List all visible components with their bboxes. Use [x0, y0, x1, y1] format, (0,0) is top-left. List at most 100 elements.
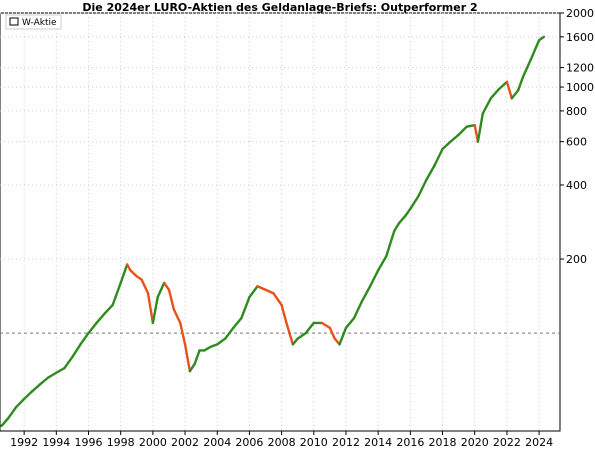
series-segment	[256, 285, 267, 291]
series-segment	[489, 88, 501, 100]
series-segment	[417, 178, 428, 198]
series-segment	[71, 343, 82, 359]
y-tick-label: 1200	[566, 62, 594, 75]
series-segment	[441, 140, 452, 151]
series-segment	[385, 229, 396, 258]
x-tick-label: 2004	[203, 436, 231, 449]
y-tick-labels: 2000 1600 1200 1000 800 600 400 200	[566, 7, 594, 266]
plot-area	[0, 12, 561, 432]
series-segment	[151, 295, 159, 325]
grid-lines	[0, 12, 564, 435]
series-segment	[193, 349, 201, 366]
x-tick-label: 2020	[461, 436, 489, 449]
series-group	[0, 35, 546, 427]
series-segment	[264, 288, 275, 295]
series-segment	[510, 89, 520, 100]
series-segment	[537, 35, 546, 42]
series-segment	[232, 316, 243, 330]
series-segment	[79, 331, 90, 346]
x-tick-label: 1992	[10, 436, 38, 449]
series-segment	[55, 366, 66, 374]
series-segment	[162, 281, 171, 291]
x-tick-label: 1994	[42, 436, 70, 449]
series-segment	[320, 321, 332, 330]
series-segment	[404, 207, 412, 217]
series-segment	[87, 321, 98, 335]
x-tick-label: 2002	[171, 436, 199, 449]
x-tick-label: 2022	[493, 436, 521, 449]
x-tick-label: 2014	[364, 436, 392, 449]
series-segment	[296, 331, 307, 340]
series-segment	[103, 303, 114, 315]
legend: W-Aktie	[5, 14, 62, 30]
series-segment	[95, 312, 106, 325]
series-segment	[183, 343, 192, 373]
x-tick-label: 1996	[75, 436, 103, 449]
series-segment	[291, 337, 299, 346]
series-segment	[497, 80, 509, 91]
series-segment	[22, 390, 34, 401]
series-segment	[516, 75, 525, 92]
series-segment	[409, 195, 420, 211]
series-segment	[119, 263, 129, 285]
series-segment	[338, 326, 348, 346]
x-tick-label: 2012	[332, 436, 360, 449]
y-tick-label: 400	[566, 179, 587, 192]
series-segment	[376, 255, 388, 272]
y-tick-label: 2000	[566, 7, 594, 20]
x-tick-label: 2000	[139, 436, 167, 449]
series-segment	[433, 147, 444, 167]
legend-box	[5, 14, 62, 30]
series-segment	[216, 337, 227, 346]
series-segment	[465, 123, 476, 128]
series-segment	[529, 39, 541, 61]
series-segment	[140, 278, 150, 295]
series-segment	[129, 269, 138, 278]
legend-label: W-Aktie	[22, 18, 57, 28]
series-segment	[146, 292, 155, 325]
x-tick-label: 2008	[268, 436, 296, 449]
series-segment	[6, 405, 18, 420]
series-segment	[63, 355, 74, 370]
y-tick-label: 1600	[566, 31, 594, 44]
series-segment	[393, 221, 401, 233]
series-segment	[240, 295, 251, 320]
series-segment	[285, 321, 295, 346]
series-segment	[397, 214, 407, 225]
y-tick-label: 800	[566, 105, 587, 118]
y-tick-label: 1000	[566, 81, 594, 94]
x-tick-label: 1998	[107, 436, 135, 449]
series-segment	[167, 288, 175, 311]
series-segment	[280, 303, 288, 325]
series-segment	[188, 362, 196, 373]
series-segment	[14, 397, 26, 409]
series-segment	[521, 57, 533, 79]
series-segment	[360, 285, 372, 303]
chart-title: Die 2024er LURO-Aktien des Geldanlage-Br…	[82, 1, 478, 14]
series-segment	[0, 417, 10, 427]
series-segment	[344, 316, 356, 330]
series-segment	[179, 321, 187, 346]
series-segment	[30, 382, 42, 393]
series-segment	[425, 164, 436, 181]
series-segment	[481, 97, 493, 115]
series-segment	[476, 112, 484, 143]
series-segment	[272, 292, 283, 307]
x-tick-label: 2016	[396, 436, 424, 449]
series-segment	[224, 326, 235, 340]
x-tick-labels: 1992 1994 1996 1998 2000 2002 2004 2006 2008 2010…	[10, 436, 553, 449]
series-segment	[328, 326, 336, 340]
x-tick-label: 2006	[235, 436, 263, 449]
series-segment	[172, 308, 182, 325]
series-segment	[304, 321, 315, 335]
x-tick-label: 2024	[525, 436, 553, 449]
series-segment	[156, 281, 166, 299]
x-tick-label: 2010	[300, 436, 328, 449]
series-segment	[457, 125, 468, 136]
series-segment	[352, 299, 364, 320]
series-segment	[449, 133, 460, 143]
series-segment	[39, 376, 50, 386]
series-segment	[111, 281, 122, 307]
legend-swatch	[9, 17, 19, 26]
x-tick-label: 2018	[429, 436, 457, 449]
